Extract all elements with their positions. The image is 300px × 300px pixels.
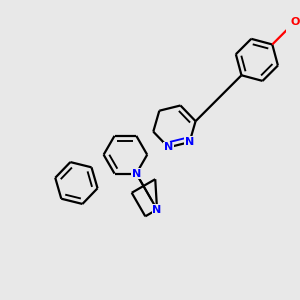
Text: O: O	[290, 17, 300, 27]
Text: N: N	[132, 169, 141, 178]
Text: N: N	[164, 142, 173, 152]
Text: N: N	[152, 205, 162, 214]
Text: N: N	[185, 137, 194, 147]
